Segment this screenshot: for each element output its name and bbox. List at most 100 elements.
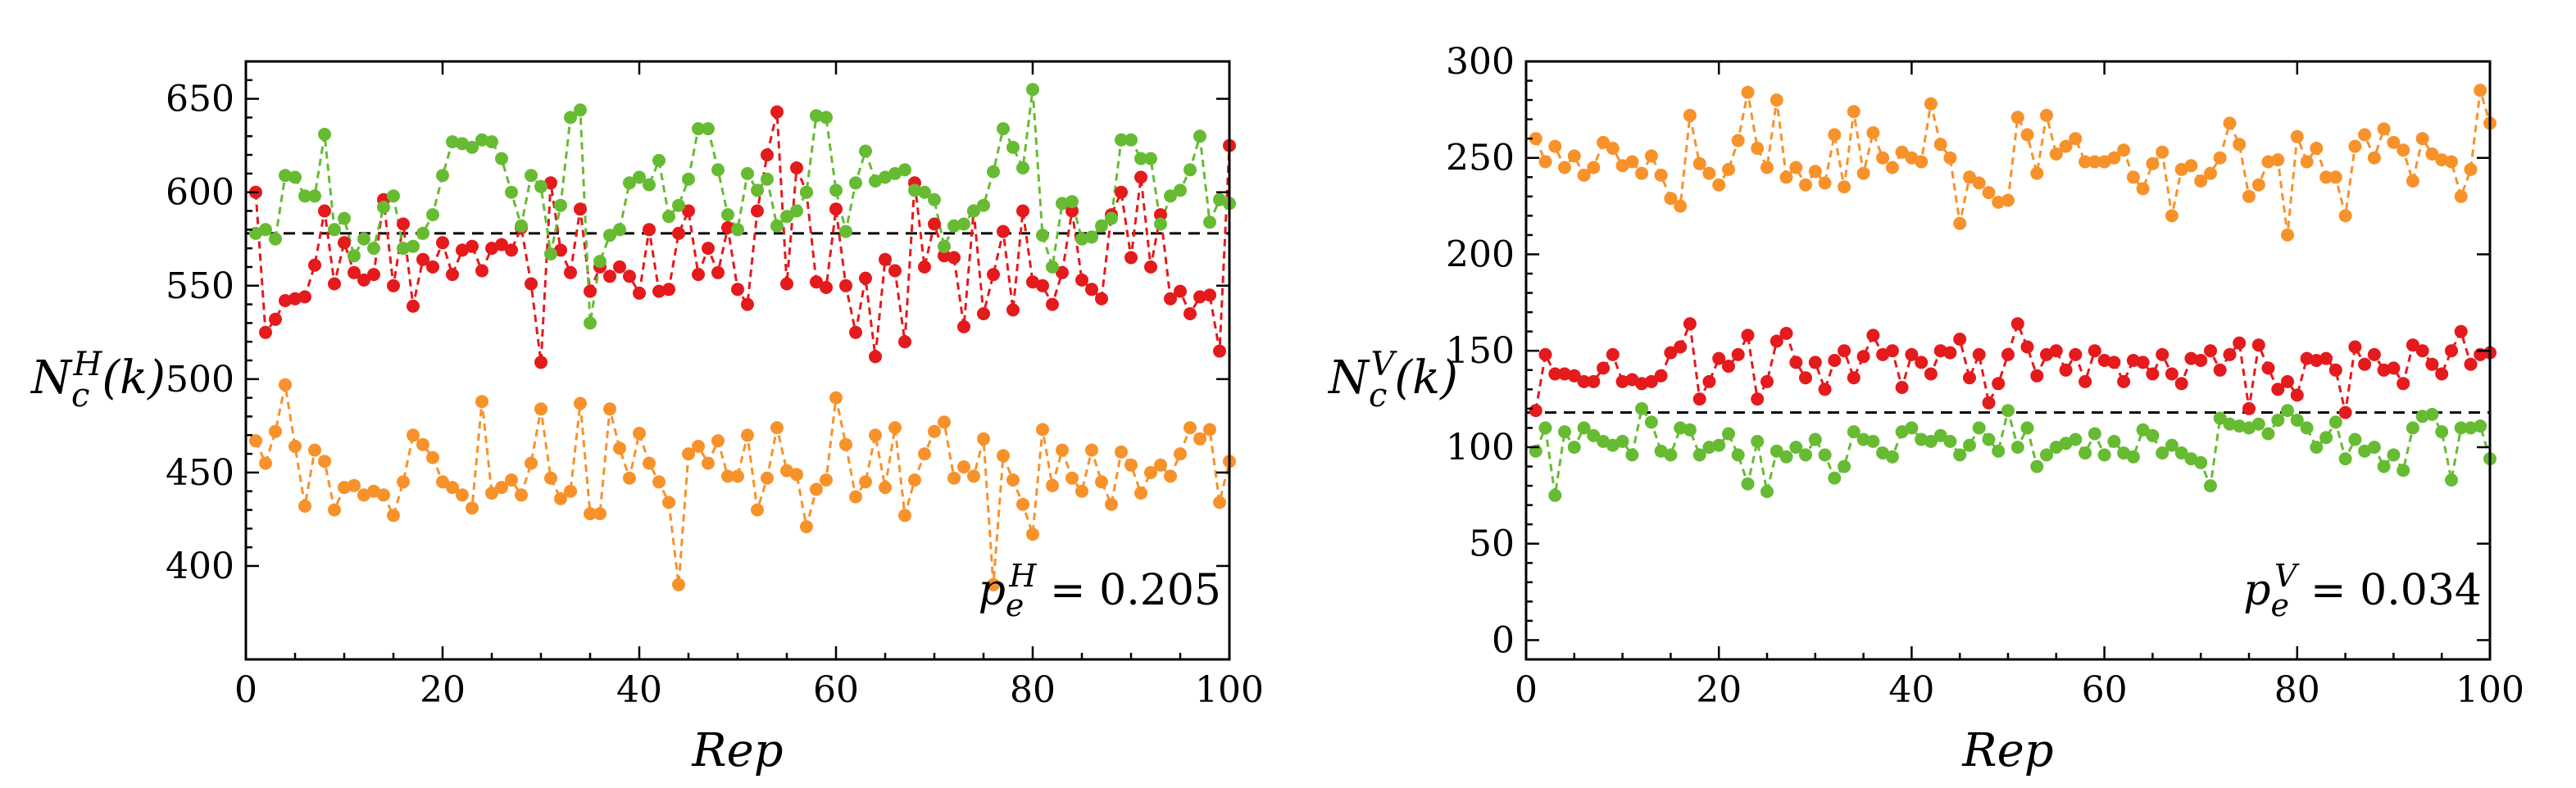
- data-point-red: [1856, 350, 1870, 364]
- data-point-orange: [269, 424, 282, 438]
- data-point-orange: [977, 432, 990, 446]
- data-point-orange: [1193, 432, 1206, 446]
- data-point-green: [1808, 432, 1822, 446]
- data-point-green: [1770, 444, 1783, 458]
- data-point-orange: [633, 427, 646, 440]
- data-point-orange: [1016, 497, 1029, 511]
- data-point-green: [1722, 427, 1735, 441]
- data-point-green: [1828, 471, 1842, 485]
- x-axis-title: Rep: [691, 724, 783, 777]
- data-point-orange: [505, 473, 518, 487]
- data-point-orange: [2319, 170, 2333, 184]
- data-point-red: [1915, 356, 1929, 369]
- data-point-red: [485, 242, 498, 256]
- data-point-red: [407, 299, 420, 313]
- data-point-orange: [1635, 166, 1649, 180]
- data-point-red: [820, 281, 833, 294]
- data-point-red: [1587, 374, 1601, 388]
- data-point-red: [2387, 361, 2401, 375]
- data-point-green: [1046, 260, 1059, 274]
- data-point-green: [1006, 140, 1020, 154]
- data-point-green: [1779, 450, 1793, 464]
- data-point-green: [2146, 428, 2160, 442]
- data-point-red: [1046, 297, 1059, 311]
- data-point-orange: [475, 395, 488, 409]
- data-point-green: [2261, 427, 2275, 441]
- data-point-red: [1838, 344, 1851, 358]
- data-point-red: [692, 268, 705, 282]
- data-point-red: [849, 325, 862, 339]
- y-tick-label: 50: [1469, 523, 1515, 565]
- data-point-red: [1741, 328, 1755, 342]
- data-point-orange: [2281, 228, 2294, 242]
- data-point-green: [731, 223, 744, 237]
- data-point-orange: [1085, 443, 1098, 457]
- data-point-orange: [2367, 151, 2381, 165]
- data-point-green: [2474, 419, 2487, 433]
- data-point-orange: [1674, 199, 1688, 213]
- data-point-green: [328, 223, 341, 237]
- data-point-red: [1577, 374, 1591, 388]
- data-point-red: [2069, 347, 2083, 361]
- data-point-red: [1799, 371, 1812, 385]
- data-point-orange: [623, 471, 636, 485]
- data-point-orange: [731, 469, 744, 483]
- data-point-green: [1683, 423, 1697, 437]
- data-point-orange: [564, 484, 577, 498]
- data-point-orange: [1982, 186, 1996, 200]
- data-point-green: [2165, 438, 2178, 452]
- data-point-green: [879, 170, 892, 184]
- data-point-orange: [2223, 116, 2237, 130]
- data-point-red: [2213, 363, 2227, 377]
- data-point-orange: [810, 482, 823, 496]
- data-point-red: [574, 202, 587, 216]
- data-point-green: [1625, 448, 1639, 462]
- data-point-orange: [987, 577, 1000, 591]
- data-point-green: [849, 176, 862, 190]
- data-point-green: [751, 183, 764, 197]
- data-point-red: [1731, 347, 1745, 361]
- data-point-orange: [1654, 168, 1668, 182]
- data-point-orange: [1144, 465, 1157, 479]
- x-tick-label: 20: [420, 669, 466, 711]
- chart-vertical: 0 50 100 150 200 250 300 0 20 40 60 80 100 NcV(k) R…: [1327, 41, 2524, 777]
- data-point-green: [761, 172, 774, 186]
- data-point-red: [2117, 374, 2131, 388]
- data-point-orange: [308, 443, 321, 457]
- data-point-green: [770, 219, 784, 233]
- data-point-red: [1538, 347, 1552, 361]
- data-point-red: [416, 252, 429, 266]
- data-point-red: [633, 286, 646, 300]
- data-point-orange: [2049, 147, 2063, 161]
- data-point-orange: [908, 473, 921, 487]
- data-point-orange: [643, 456, 656, 470]
- data-point-green: [2097, 448, 2111, 462]
- data-point-green: [2435, 425, 2449, 439]
- data-point-orange: [1134, 487, 1147, 500]
- y-tick-label: 400: [166, 546, 234, 587]
- data-point-green: [1982, 432, 1996, 446]
- data-point-orange: [466, 501, 479, 515]
- data-point-green: [475, 133, 488, 147]
- data-point-green: [279, 169, 292, 183]
- data-point-green: [1154, 217, 1167, 231]
- data-point-green: [1134, 152, 1147, 165]
- data-point-red: [1026, 275, 1039, 289]
- data-point-orange: [1154, 458, 1167, 472]
- x-tick-label: 100: [2456, 669, 2524, 711]
- data-point-green: [1818, 448, 1832, 462]
- data-point-red: [1644, 374, 1658, 388]
- data-point-green: [564, 111, 577, 125]
- data-point-red: [367, 268, 380, 282]
- data-point-orange: [534, 402, 547, 416]
- data-point-orange: [662, 496, 675, 509]
- y-tick-label: 300: [1446, 41, 1515, 83]
- x-tick-label: 100: [1195, 669, 1264, 711]
- data-point-red: [1779, 327, 1793, 340]
- data-point-red: [2454, 324, 2468, 338]
- data-point-green: [1548, 488, 1562, 502]
- data-point-red: [2406, 338, 2419, 352]
- data-point-red: [2194, 354, 2208, 367]
- data-point-orange: [997, 449, 1010, 463]
- data-point-orange: [1876, 151, 1890, 165]
